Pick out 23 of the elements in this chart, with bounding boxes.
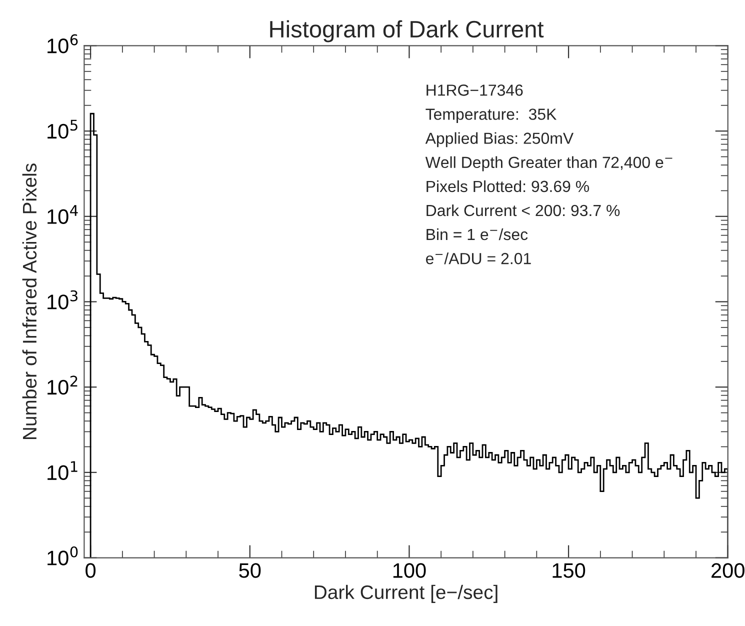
annotation: Temperature: 35K xyxy=(426,108,557,124)
x-tick-label: 150 xyxy=(552,563,586,578)
y-tick-label: 10$^{0}$ xyxy=(48,546,78,566)
y-axis-title: Number of Infrared Active Pixels xyxy=(22,164,37,439)
y-tick-label: 10$^{6}$ xyxy=(48,34,78,54)
y-tick-label: 10$^{4}$ xyxy=(48,205,78,224)
y-tick-label: 10$^{3}$ xyxy=(48,290,78,310)
chart-title: Histogram of Dark Current xyxy=(270,20,544,42)
x-axis-title: Dark Current [e−/sec] xyxy=(314,584,498,603)
annotation: Well Depth Greater than 72,400 e$^{−}$ xyxy=(425,156,672,172)
annotation: Dark Current < 200: 93.7 % xyxy=(426,204,620,216)
x-tick-label: 200 xyxy=(712,563,744,578)
y-tick-label: 10$^{1}$ xyxy=(48,461,78,480)
x-tick-label: 100 xyxy=(393,563,426,578)
annotation: H1RG−17346 xyxy=(426,84,523,96)
annotation: e$^{−}$/ADU = 2.01 xyxy=(426,252,531,264)
x-tick-label: 0 xyxy=(86,563,96,578)
y-tick-label: 10$^{2}$ xyxy=(48,376,78,395)
y-tick-label: 10$^{5}$ xyxy=(48,120,78,139)
x-tick-label: 50 xyxy=(239,563,261,578)
annotation: Pixels Plotted: 93.69 % xyxy=(426,180,590,192)
annotation: Bin = 1 e$^{−}$/sec xyxy=(426,228,528,240)
annotation: Applied Bias: 250mV xyxy=(425,132,574,148)
